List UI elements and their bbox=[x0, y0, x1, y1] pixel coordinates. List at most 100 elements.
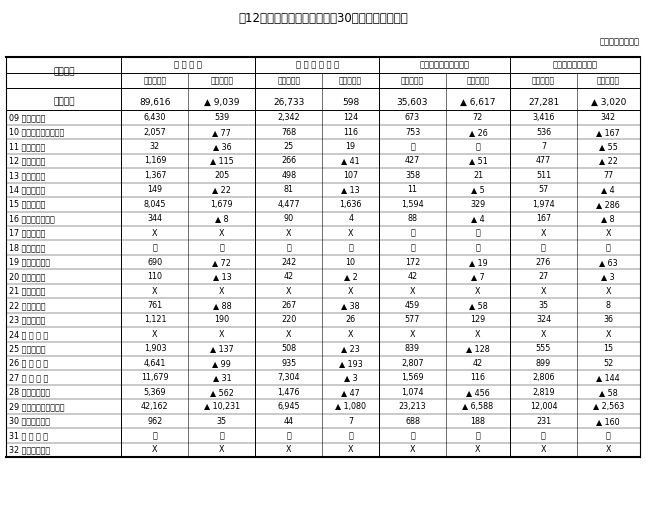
Text: ▲ 456: ▲ 456 bbox=[466, 388, 490, 397]
Text: 7,304: 7,304 bbox=[278, 373, 300, 382]
Text: 81: 81 bbox=[284, 185, 294, 195]
Text: 42: 42 bbox=[408, 272, 417, 281]
Text: 35,603: 35,603 bbox=[397, 98, 428, 107]
Text: －: － bbox=[475, 431, 481, 440]
Text: 2,057: 2,057 bbox=[143, 127, 166, 137]
Text: 167: 167 bbox=[536, 214, 551, 223]
Text: 1,679: 1,679 bbox=[211, 200, 233, 209]
Text: ▲ 7: ▲ 7 bbox=[471, 272, 485, 281]
Text: ▲ 88: ▲ 88 bbox=[213, 301, 231, 310]
Text: 124: 124 bbox=[343, 113, 359, 122]
Text: ▲ 562: ▲ 562 bbox=[210, 388, 234, 397]
Text: ▲ 1,080: ▲ 1,080 bbox=[335, 402, 366, 411]
Text: －: － bbox=[410, 142, 415, 151]
Text: 35: 35 bbox=[217, 416, 227, 426]
Text: 498: 498 bbox=[281, 171, 297, 180]
Text: 839: 839 bbox=[405, 344, 420, 353]
Text: ▲ 77: ▲ 77 bbox=[213, 127, 231, 137]
Text: 8,045: 8,045 bbox=[143, 200, 166, 209]
Text: ▲ 8: ▲ 8 bbox=[601, 214, 615, 223]
Text: 24 非 鉄 金 属: 24 非 鉄 金 属 bbox=[9, 330, 48, 339]
Text: X: X bbox=[605, 229, 611, 238]
Text: ▲ 19: ▲ 19 bbox=[468, 257, 487, 267]
Text: －: － bbox=[606, 431, 610, 440]
Text: 2,819: 2,819 bbox=[532, 388, 555, 397]
Text: ▲ 6,588: ▲ 6,588 bbox=[463, 402, 494, 411]
Text: ▲ 99: ▲ 99 bbox=[213, 359, 231, 368]
Text: 276: 276 bbox=[536, 257, 551, 267]
Text: 27,281: 27,281 bbox=[528, 98, 559, 107]
Text: ▲ 8: ▲ 8 bbox=[215, 214, 229, 223]
Text: X: X bbox=[286, 286, 291, 296]
Text: ▲ 115: ▲ 115 bbox=[210, 156, 234, 166]
Text: －: － bbox=[606, 243, 610, 252]
Text: X: X bbox=[219, 286, 225, 296]
Text: 52: 52 bbox=[603, 359, 613, 368]
Text: X: X bbox=[605, 445, 611, 455]
Text: －: － bbox=[541, 431, 546, 440]
Text: ▲ 4: ▲ 4 bbox=[601, 185, 615, 195]
Text: 77: 77 bbox=[603, 171, 613, 180]
Text: 324: 324 bbox=[536, 315, 551, 325]
Text: －: － bbox=[410, 243, 415, 252]
Text: 11,679: 11,679 bbox=[141, 373, 169, 382]
Text: 1,636: 1,636 bbox=[339, 200, 362, 209]
Text: 116: 116 bbox=[470, 373, 486, 382]
Text: 358: 358 bbox=[405, 171, 420, 180]
Text: 673: 673 bbox=[405, 113, 420, 122]
Text: 19: 19 bbox=[346, 142, 356, 151]
Text: X: X bbox=[348, 445, 353, 455]
Text: X: X bbox=[475, 330, 481, 339]
Text: 190: 190 bbox=[214, 315, 229, 325]
Text: X: X bbox=[152, 229, 158, 238]
Text: ▲ 38: ▲ 38 bbox=[341, 301, 360, 310]
Text: 4: 4 bbox=[348, 214, 353, 223]
Text: 761: 761 bbox=[147, 301, 162, 310]
Text: 30 輸送用機　械: 30 輸送用機 械 bbox=[9, 416, 50, 426]
Text: 1,074: 1,074 bbox=[401, 388, 424, 397]
Text: 35: 35 bbox=[538, 301, 548, 310]
Text: 年末在庫額: 年末在庫額 bbox=[143, 76, 167, 85]
Text: 15: 15 bbox=[603, 344, 613, 353]
Text: 344: 344 bbox=[147, 214, 162, 223]
Text: ▲ 137: ▲ 137 bbox=[210, 344, 234, 353]
Text: 7: 7 bbox=[348, 416, 353, 426]
Text: X: X bbox=[410, 445, 415, 455]
Text: 年間増減額: 年間増減額 bbox=[211, 76, 233, 85]
Text: X: X bbox=[410, 330, 415, 339]
Text: 6,945: 6,945 bbox=[278, 402, 300, 411]
Text: 935: 935 bbox=[281, 359, 297, 368]
Text: 12 衣　　　服: 12 衣 服 bbox=[9, 156, 45, 166]
Text: ▲ 13: ▲ 13 bbox=[213, 272, 231, 281]
Text: X: X bbox=[541, 229, 547, 238]
Text: 16 出　版・印　刷: 16 出 版・印 刷 bbox=[9, 214, 55, 223]
Text: 42: 42 bbox=[284, 272, 294, 281]
Text: ▲ 128: ▲ 128 bbox=[466, 344, 490, 353]
Text: ▲ 13: ▲ 13 bbox=[341, 185, 360, 195]
Text: ▲ 3: ▲ 3 bbox=[344, 373, 357, 382]
Text: 690: 690 bbox=[147, 257, 162, 267]
Text: 2,807: 2,807 bbox=[401, 359, 424, 368]
Text: 107: 107 bbox=[343, 171, 359, 180]
Text: 23,213: 23,213 bbox=[399, 402, 426, 411]
Text: ▲ 51: ▲ 51 bbox=[468, 156, 487, 166]
Text: 172: 172 bbox=[405, 257, 420, 267]
Text: 09 食　料　品: 09 食 料 品 bbox=[9, 113, 45, 122]
Text: 427: 427 bbox=[405, 156, 420, 166]
Text: X: X bbox=[286, 229, 291, 238]
Text: 88: 88 bbox=[408, 214, 417, 223]
Text: －: － bbox=[541, 243, 546, 252]
Text: 製 造 品 在 庫 額: 製 造 品 在 庫 額 bbox=[296, 60, 339, 70]
Text: X: X bbox=[605, 286, 611, 296]
Text: 7: 7 bbox=[541, 142, 546, 151]
Text: 72: 72 bbox=[473, 113, 483, 122]
Text: 688: 688 bbox=[405, 416, 420, 426]
Text: 14 家　　　具: 14 家 具 bbox=[9, 185, 45, 195]
Text: －: － bbox=[410, 431, 415, 440]
Text: 表12　産業別在庫額（従業者30人以上の事業所）: 表12 産業別在庫額（従業者30人以上の事業所） bbox=[238, 11, 408, 25]
Text: 13 製　　　材: 13 製 材 bbox=[9, 171, 45, 180]
Text: 477: 477 bbox=[536, 156, 551, 166]
Text: 総　　数: 総 数 bbox=[53, 98, 75, 107]
Text: －: － bbox=[286, 243, 291, 252]
Text: 267: 267 bbox=[281, 301, 297, 310]
